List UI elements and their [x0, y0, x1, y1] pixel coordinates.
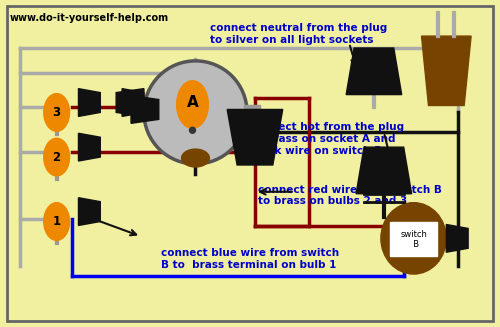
Polygon shape: [131, 95, 159, 123]
Circle shape: [190, 127, 196, 133]
Text: connect hot from the plug
to brass on socket A and
black wire on switch B: connect hot from the plug to brass on so…: [250, 122, 404, 156]
Ellipse shape: [381, 203, 446, 274]
Polygon shape: [446, 224, 468, 252]
Polygon shape: [78, 198, 100, 226]
Text: A: A: [186, 95, 198, 110]
Text: 1: 1: [52, 215, 60, 228]
Text: 2: 2: [52, 150, 60, 164]
Ellipse shape: [176, 81, 208, 128]
Polygon shape: [78, 89, 100, 116]
Circle shape: [144, 61, 247, 164]
Polygon shape: [227, 110, 282, 165]
Ellipse shape: [182, 149, 210, 167]
Text: 3: 3: [52, 106, 60, 119]
Polygon shape: [422, 36, 471, 106]
Text: www.do-it-yourself-help.com: www.do-it-yourself-help.com: [10, 13, 169, 23]
Polygon shape: [346, 48, 402, 95]
Text: connect red wire from switch B
to brass on bulbs 2 and 3: connect red wire from switch B to brass …: [258, 185, 442, 206]
Polygon shape: [116, 89, 144, 116]
FancyBboxPatch shape: [244, 105, 260, 122]
Text: connect neutral from the plug
to silver on all light sockets: connect neutral from the plug to silver …: [210, 23, 388, 45]
Polygon shape: [356, 147, 412, 194]
Ellipse shape: [44, 203, 70, 240]
Polygon shape: [78, 133, 100, 161]
Text: connect blue wire from switch
B to  brass terminal on bulb 1: connect blue wire from switch B to brass…: [161, 248, 339, 270]
FancyBboxPatch shape: [390, 222, 438, 256]
Polygon shape: [122, 89, 144, 116]
Ellipse shape: [44, 94, 70, 131]
Ellipse shape: [44, 138, 70, 176]
Text: switch
  B: switch B: [400, 230, 427, 249]
